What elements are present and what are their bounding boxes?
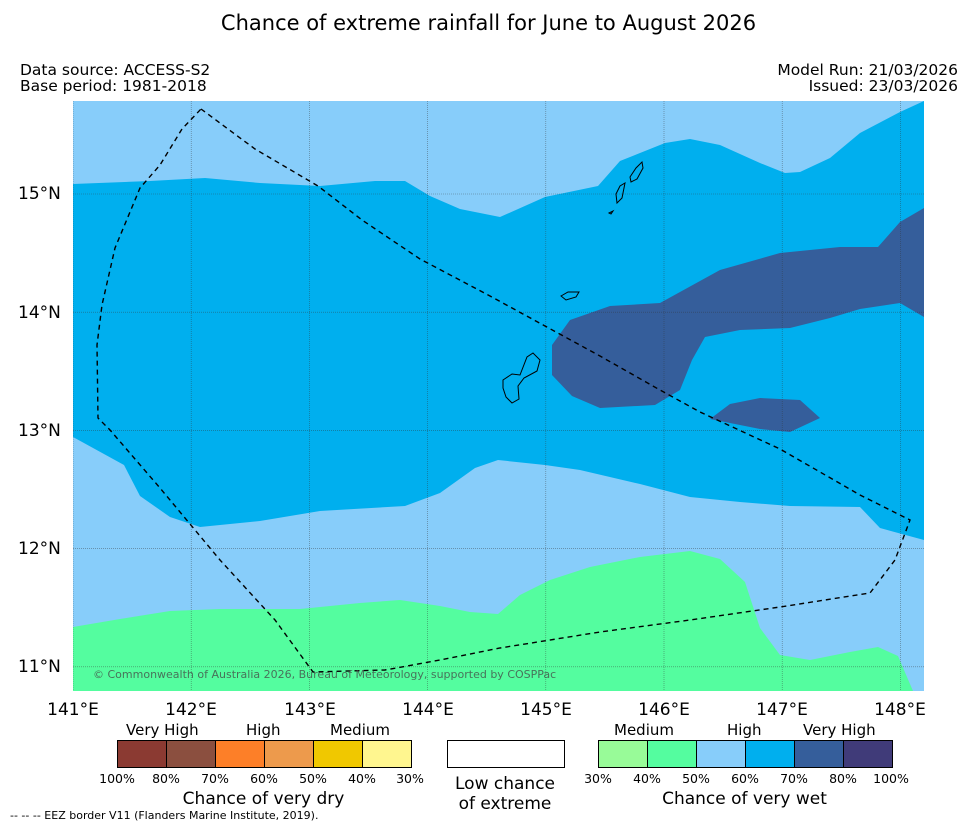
wet-tick: 100%: [873, 771, 909, 786]
source-info: Data source: ACCESS-S2 Base period: 1981…: [20, 62, 210, 94]
wet-swatch: [697, 741, 746, 767]
wet-swatch: [844, 741, 892, 767]
islands: [502, 160, 644, 404]
wet-swatch: [599, 741, 648, 767]
dry-swatch: [167, 741, 216, 767]
low-chance-line1: Low chance: [455, 774, 555, 794]
wet-tick: 50%: [682, 771, 710, 786]
low-chance-swatch: [447, 740, 565, 768]
dry-tick: 80%: [152, 771, 180, 786]
issued-text: Issued: 23/03/2026: [808, 77, 958, 95]
eez-note: -- -- -- EEZ border V11 (Flanders Marine…: [10, 809, 319, 822]
lon-tick-label: 142°E: [165, 700, 217, 720]
wet-swatch: [795, 741, 844, 767]
dry-header-high: High: [246, 721, 281, 739]
dry-header-medium: Medium: [330, 721, 390, 739]
wet-tick: 70%: [780, 771, 808, 786]
dry-swatch: [265, 741, 314, 767]
dry-tick: 50%: [299, 771, 327, 786]
field-70-80-north: [552, 208, 924, 408]
island-guam: [502, 352, 541, 404]
low-chance-line2: of extreme: [458, 794, 552, 814]
wet-colorbar: [598, 740, 893, 768]
field-40-50: [73, 551, 913, 691]
dry-swatch: [314, 741, 363, 767]
wet-swatch: [648, 741, 697, 767]
wet-tick: 30%: [584, 771, 612, 786]
dry-swatch: [118, 741, 167, 767]
dry-colorbar: [117, 740, 412, 768]
dry-tick: 100%: [99, 771, 135, 786]
lat-tick-label: 11°N: [18, 657, 61, 677]
lon-tick-label: 144°E: [402, 700, 454, 720]
lat-tick-label: 13°N: [18, 421, 61, 441]
probability-fields: [73, 101, 924, 691]
lon-tick-label: 145°E: [520, 700, 572, 720]
wet-header-medium: Medium: [614, 721, 674, 739]
run-info: Model Run: 21/03/2026 Issued: 23/03/2026: [777, 62, 958, 94]
copyright-notice: © Commonwealth of Australia 2026, Bureau…: [93, 668, 557, 681]
dry-tick: 60%: [250, 771, 278, 786]
lon-tick-label: 147°E: [756, 700, 808, 720]
dry-swatch: [216, 741, 265, 767]
dry-tick: 40%: [348, 771, 376, 786]
lon-tick-label: 143°E: [284, 700, 336, 720]
eez-border: [96, 108, 911, 673]
island-aguijan: [607, 209, 615, 215]
lon-tick-label: 141°E: [47, 700, 99, 720]
wet-tick: 60%: [731, 771, 759, 786]
dry-caption: Chance of very dry: [182, 789, 345, 809]
base-period-text: Base period: 1981-2018: [20, 77, 207, 95]
wet-tick: 40%: [633, 771, 661, 786]
dry-swatch: [363, 741, 411, 767]
lon-tick-label: 148°E: [874, 700, 926, 720]
low-chance-label: Low chance of extreme: [430, 774, 580, 814]
wet-header-very-high: Very High: [803, 721, 876, 739]
graticule: [73, 101, 924, 691]
lat-tick-label: 14°N: [18, 303, 61, 323]
lat-tick-label: 12°N: [18, 539, 61, 559]
wet-header-high: High: [727, 721, 762, 739]
dry-tick: 30%: [396, 771, 424, 786]
data-source-text: Data source: ACCESS-S2: [20, 61, 211, 79]
wet-caption: Chance of very wet: [662, 789, 827, 809]
dry-tick: 70%: [201, 771, 229, 786]
wet-swatch: [746, 741, 795, 767]
field-70-80-south: [710, 398, 820, 432]
wet-tick: 80%: [829, 771, 857, 786]
lat-tick-label: 15°N: [18, 184, 61, 204]
model-run-text: Model Run: 21/03/2026: [777, 61, 958, 79]
dry-header-very-high: Very High: [126, 721, 199, 739]
map-title: Chance of extreme rainfall for June to A…: [220, 11, 757, 35]
island-tinian: [615, 181, 626, 205]
lon-tick-label: 146°E: [638, 700, 690, 720]
island-saipan: [629, 160, 644, 183]
island-rota: [560, 291, 580, 301]
